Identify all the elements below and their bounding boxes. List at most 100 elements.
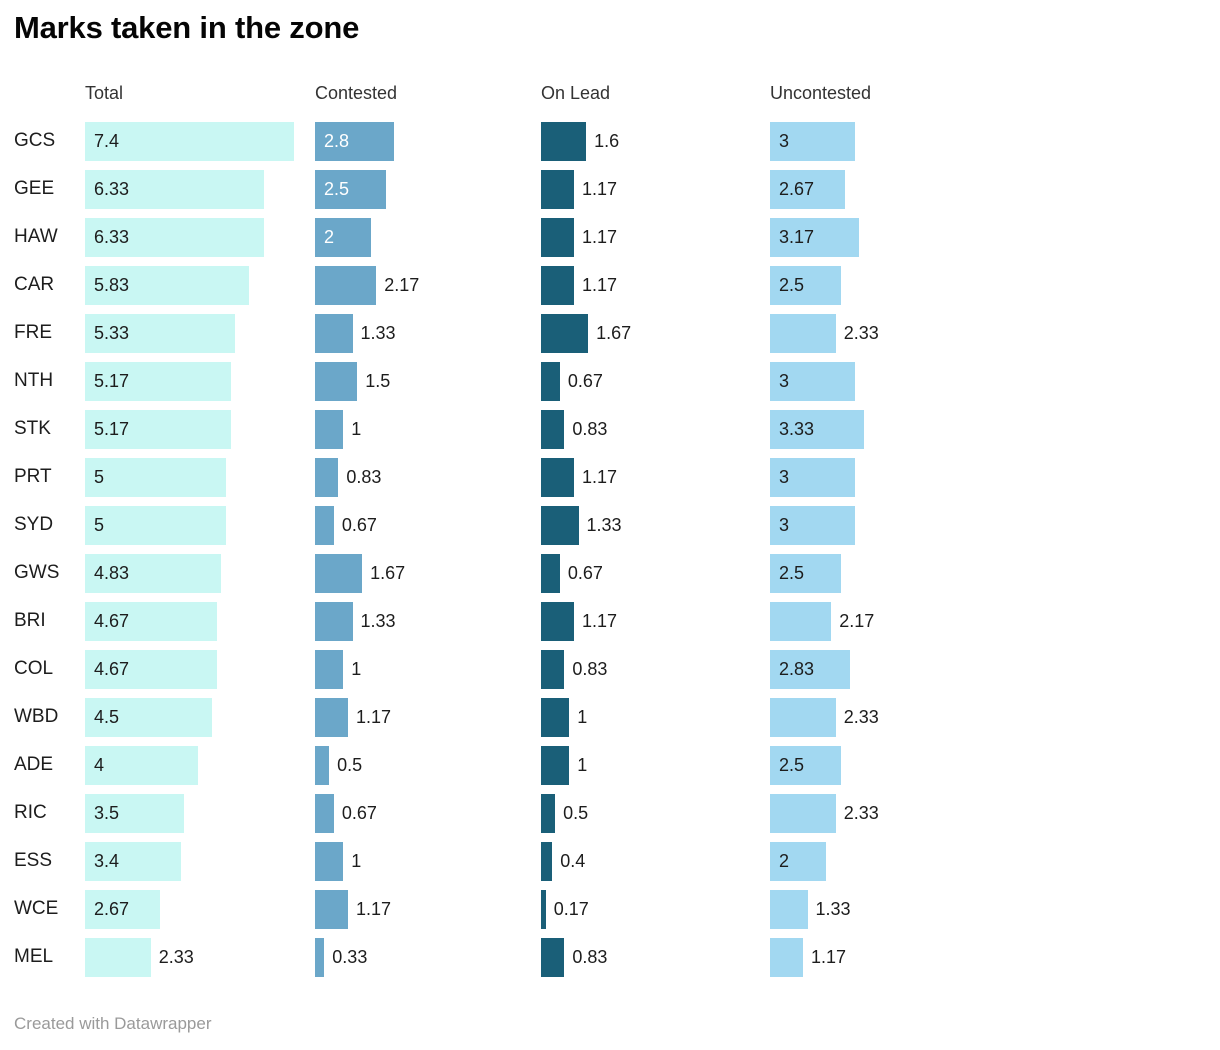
bar-value-label: 2.5: [779, 562, 805, 583]
total-bar: 4.67: [85, 649, 217, 689]
uncontested-bar: 3: [770, 121, 855, 161]
contested-bar: [315, 889, 348, 929]
row-label: FRE: [14, 322, 52, 343]
total-cell: 4.67: [85, 597, 217, 645]
table-row: COL 4.67 1 0.83 2.83: [0, 645, 1220, 693]
bar-value-label: 2.67: [94, 898, 130, 919]
on-lead-bar: [541, 697, 570, 737]
on-lead-cell: 1: [541, 693, 587, 741]
row-label: ADE: [14, 754, 54, 775]
contested-bar: 2.5: [315, 169, 386, 209]
on-lead-cell: 0.67: [541, 357, 603, 405]
bar-value-label: 2.33: [158, 946, 194, 967]
bar-value-label: 4.67: [94, 658, 130, 679]
total-bar: 6.33: [85, 169, 264, 209]
total-cell: 5.17: [85, 405, 231, 453]
table-row: BRI 4.67 1.33 1.17 2.17: [0, 597, 1220, 645]
on-lead-cell: 1.17: [541, 261, 617, 309]
total-cell: 3.4: [85, 837, 181, 885]
total-bar: 5: [85, 505, 226, 545]
bar-value-label: 0.67: [567, 370, 603, 391]
on-lead-bar: [541, 505, 579, 545]
bar-value-label: 7.4: [94, 130, 120, 151]
bar-value-label: 3.4: [94, 850, 120, 871]
table-row: STK 5.17 1 0.83 3.33: [0, 405, 1220, 453]
bar-value-label: 2.33: [843, 322, 879, 343]
total-bar: 4.5: [85, 697, 212, 737]
contested-bar: [315, 745, 330, 785]
table-row: SYD 5 0.67 1.33 3: [0, 501, 1220, 549]
on-lead-cell: 1.17: [541, 213, 617, 261]
row-label: WBD: [14, 706, 59, 727]
bar-value-label: 0.67: [567, 562, 603, 583]
row-label: PRT: [14, 466, 52, 487]
uncontested-cell: 2.5: [770, 741, 841, 789]
uncontested-bar: [770, 793, 836, 833]
on-lead-cell: 0.83: [541, 933, 607, 981]
total-cell: 4.5: [85, 693, 212, 741]
contested-cell: 1: [315, 837, 361, 885]
bar-value-label: 5.17: [94, 370, 130, 391]
uncontested-bar: 3.17: [770, 217, 860, 257]
contested-cell: 0.5: [315, 741, 362, 789]
bar-value-label: 0.33: [332, 946, 368, 967]
total-bar: 5.17: [85, 409, 231, 449]
uncontested-bar: 2.5: [770, 265, 841, 305]
table-row: GEE 6.33 2.5 1.17 2.67: [0, 165, 1220, 213]
bar-value-label: 4.67: [94, 610, 130, 631]
on-lead-cell: 0.17: [541, 885, 589, 933]
on-lead-bar: [541, 937, 565, 977]
bar-value-label: 1: [351, 658, 362, 679]
total-cell: 2.67: [85, 885, 161, 933]
bar-value-label: 4.83: [94, 562, 130, 583]
on-lead-cell: 0.83: [541, 405, 607, 453]
bar-value-label: 3: [779, 370, 790, 391]
bar-value-label: 0.83: [572, 658, 608, 679]
table-row: WBD 4.5 1.17 1 2.33: [0, 693, 1220, 741]
on-lead-bar: [541, 169, 574, 209]
total-bar: 5.33: [85, 313, 236, 353]
on-lead-bar: [541, 457, 574, 497]
on-lead-cell: 1: [541, 741, 587, 789]
bar-value-label: 1.33: [360, 322, 396, 343]
total-bar: 3.5: [85, 793, 184, 833]
uncontested-bar: [770, 313, 836, 353]
bar-value-label: 3: [779, 130, 790, 151]
on-lead-cell: 0.5: [541, 789, 588, 837]
column-headers: Total Contested On Lead Uncontested: [0, 83, 1220, 109]
table-row: ADE 4 0.5 1 2.5: [0, 741, 1220, 789]
bar-value-label: 0.4: [560, 850, 586, 871]
bar-value-label: 1: [351, 418, 362, 439]
total-bar: 6.33: [85, 217, 264, 257]
total-cell: 5.83: [85, 261, 250, 309]
bar-value-label: 5.33: [94, 322, 130, 343]
row-label: STK: [14, 418, 51, 439]
bar-value-label: 1.17: [581, 274, 618, 295]
on-lead-cell: 0.83: [541, 645, 607, 693]
bar-value-label: 1.17: [581, 226, 618, 247]
bar-value-label: 3: [779, 466, 790, 487]
row-label: GCS: [14, 130, 56, 151]
row-label: MEL: [14, 946, 54, 967]
bar-value-label: 1.17: [581, 466, 618, 487]
uncontested-cell: 3: [770, 117, 855, 165]
bar-value-label: 2.33: [843, 802, 879, 823]
total-cell: 6.33: [85, 165, 264, 213]
contested-bar: [315, 553, 363, 593]
bar-value-label: 3.17: [779, 226, 815, 247]
bar-value-label: 0.83: [572, 418, 608, 439]
on-lead-cell: 0.67: [541, 549, 603, 597]
table-row: GCS 7.4 2.8 1.6 3: [0, 117, 1220, 165]
contested-bar: [315, 601, 353, 641]
on-lead-bar: [541, 553, 560, 593]
contested-bar: [315, 793, 334, 833]
contested-cell: 2.5: [315, 165, 386, 213]
uncontested-bar: 2.5: [770, 745, 841, 785]
on-lead-bar: [541, 745, 570, 785]
bar-value-label: 1.33: [815, 898, 851, 919]
table-row: PRT 5 0.83 1.17 3: [0, 453, 1220, 501]
bar-value-label: 2.67: [779, 178, 815, 199]
bar-value-label: 2.33: [843, 706, 879, 727]
uncontested-cell: 2.33: [770, 789, 879, 837]
total-bar: 7.4: [85, 121, 294, 161]
